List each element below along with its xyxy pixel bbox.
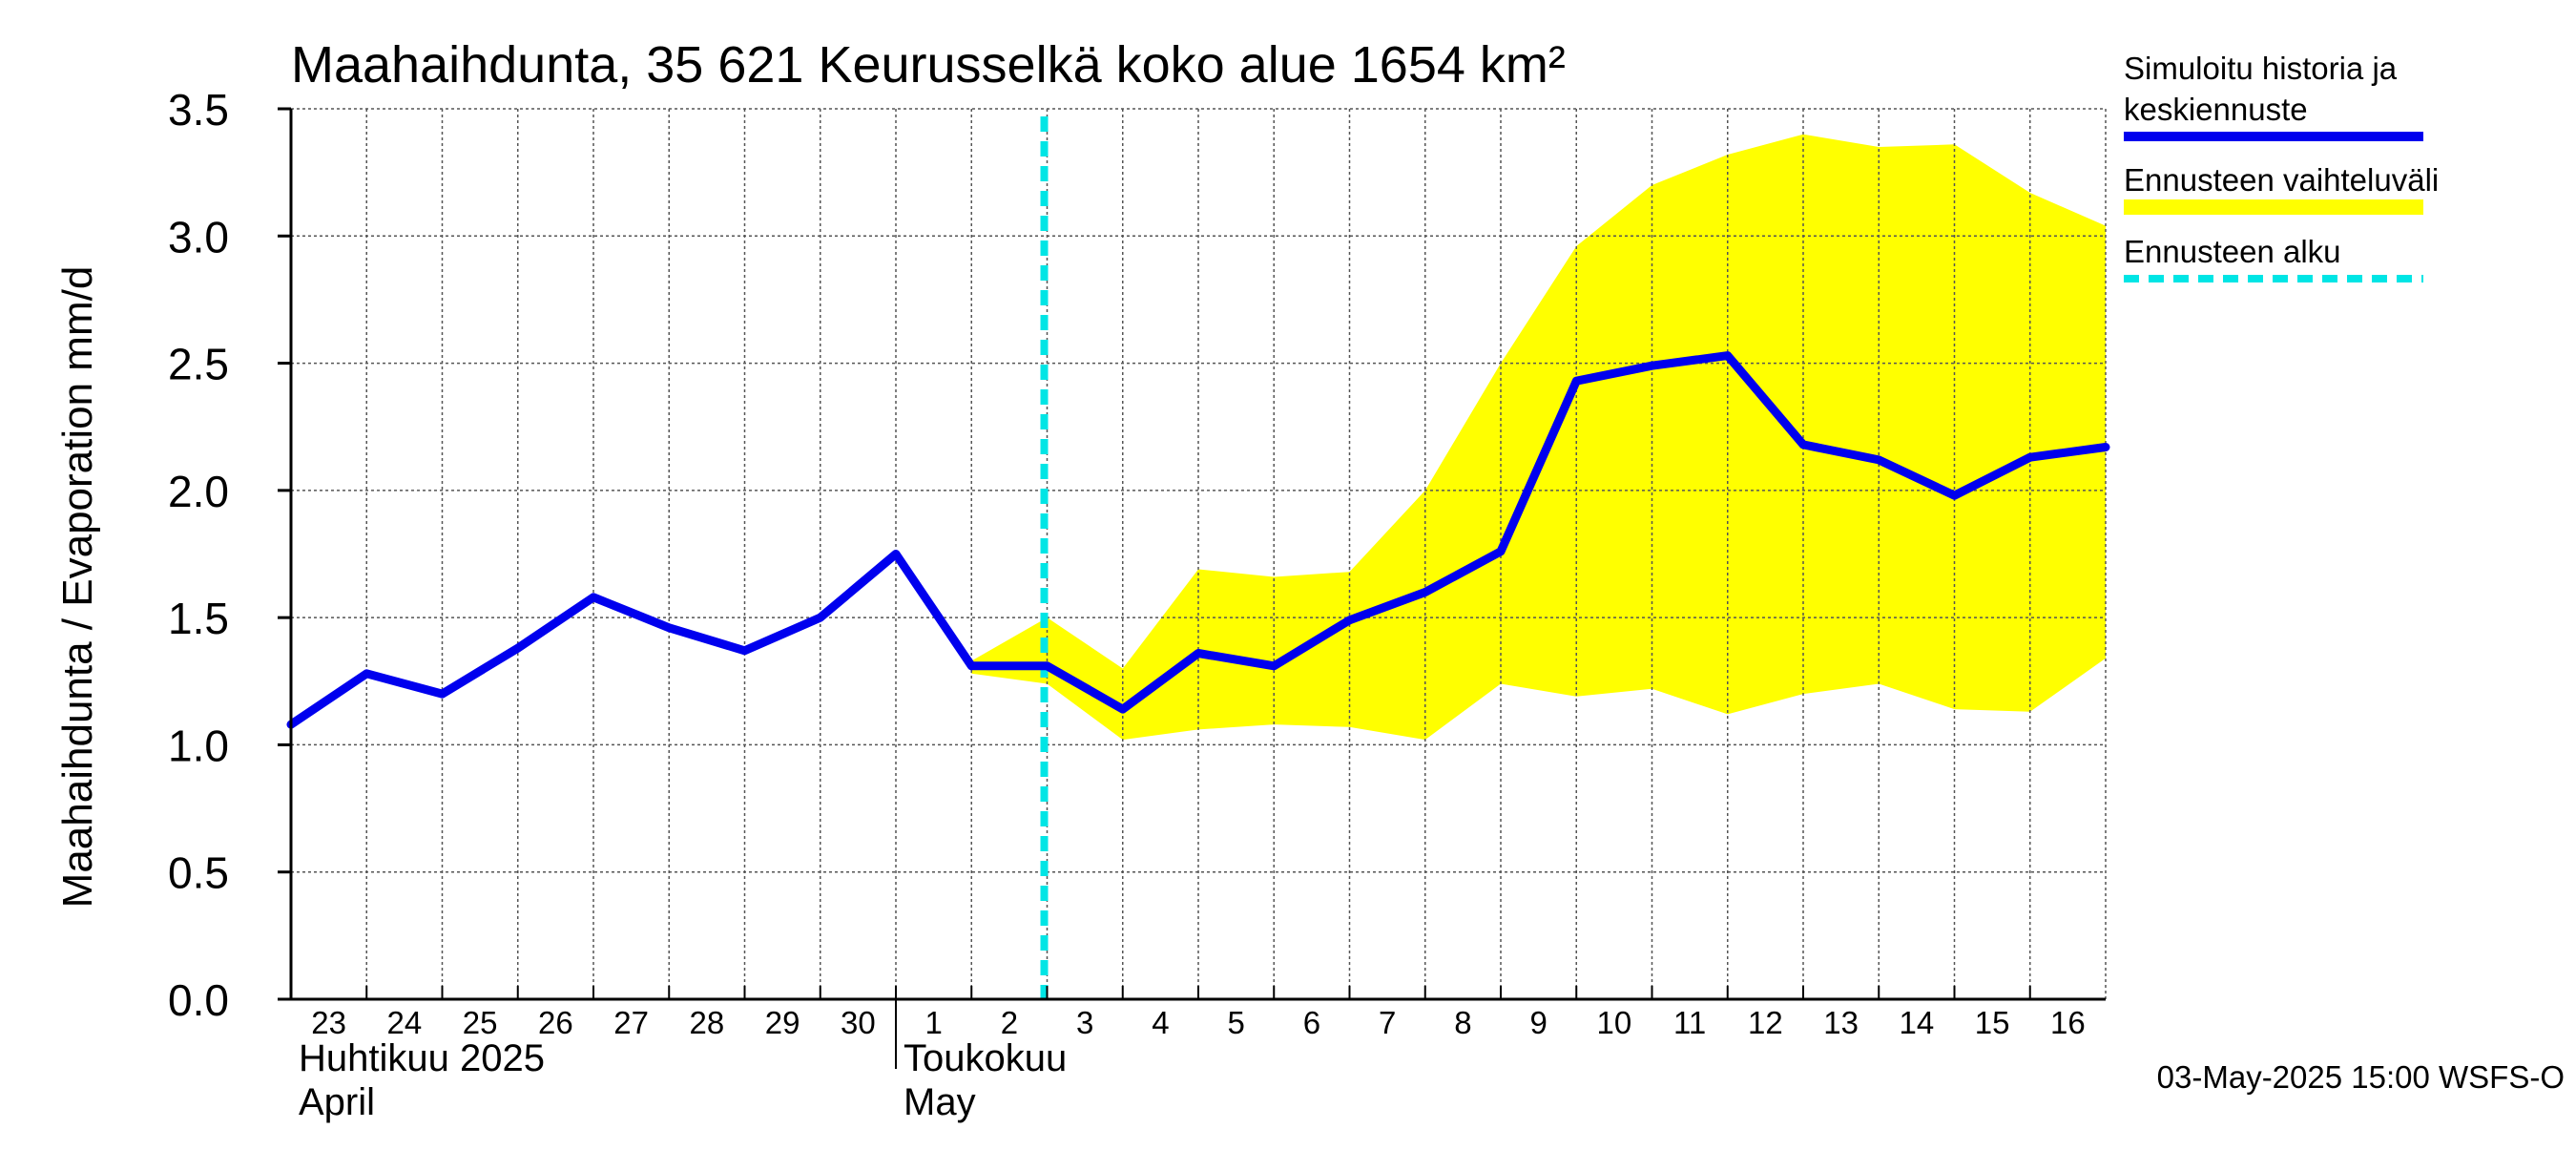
x-tick-label: 9 [1529,1005,1547,1040]
x-tick-label: 15 [1975,1005,2010,1040]
month-label-finnish: Huhtikuu 2025 [299,1037,545,1079]
x-tick-label: 2 [1001,1005,1018,1040]
chart-title: Maahaihdunta, 35 621 Keurusselkä koko al… [291,36,1566,94]
x-tick-label: 1 [924,1005,942,1040]
x-tick-label: 27 [613,1005,649,1040]
x-tick-label: 14 [1900,1005,1935,1040]
x-tick-label: 7 [1379,1005,1396,1040]
legend-label-simulated-line1: Simuloitu historia ja [2124,51,2398,86]
x-tick-label: 12 [1748,1005,1783,1040]
y-tick-label: 0.5 [168,848,229,898]
x-tick-label: 5 [1227,1005,1244,1040]
month-label-english: April [299,1081,375,1123]
legend-label-simulated-line2: keskiennuste [2124,92,2308,127]
month-label-english: May [904,1081,976,1123]
y-tick-label: 2.0 [168,467,229,516]
x-tick-label: 25 [463,1005,498,1040]
x-tick-label: 28 [690,1005,725,1040]
y-tick-label: 0.0 [168,975,229,1025]
x-tick-label: 13 [1823,1005,1859,1040]
legend-label-range: Ennusteen vaihteluväli [2124,162,2439,198]
x-tick-label: 3 [1076,1005,1093,1040]
y-tick-label: 1.5 [168,594,229,643]
month-label-finnish: Toukokuu [904,1037,1067,1079]
x-tick-label: 11 [1673,1005,1706,1040]
y-tick-label: 1.0 [168,721,229,770]
x-tick-label: 8 [1454,1005,1471,1040]
x-tick-label: 26 [538,1005,573,1040]
x-tick-label: 4 [1152,1005,1169,1040]
y-tick-label: 3.0 [168,212,229,261]
x-tick-label: 29 [765,1005,800,1040]
x-tick-label: 6 [1303,1005,1320,1040]
y-tick-label: 3.5 [168,85,229,135]
x-tick-label: 16 [2050,1005,2086,1040]
y-axis-label: Maahaihdunta / Evaporation mm/d [54,266,101,909]
x-tick-label: 24 [387,1005,423,1040]
timestamp-footer: 03-May-2025 15:00 WSFS-O [2157,1059,2565,1095]
x-tick-label: 30 [841,1005,876,1040]
x-tick-label: 23 [311,1005,346,1040]
x-tick-label: 10 [1597,1005,1632,1040]
legend-label-forecast-start: Ennusteen alku [2124,234,2341,269]
y-tick-label: 2.5 [168,340,229,389]
